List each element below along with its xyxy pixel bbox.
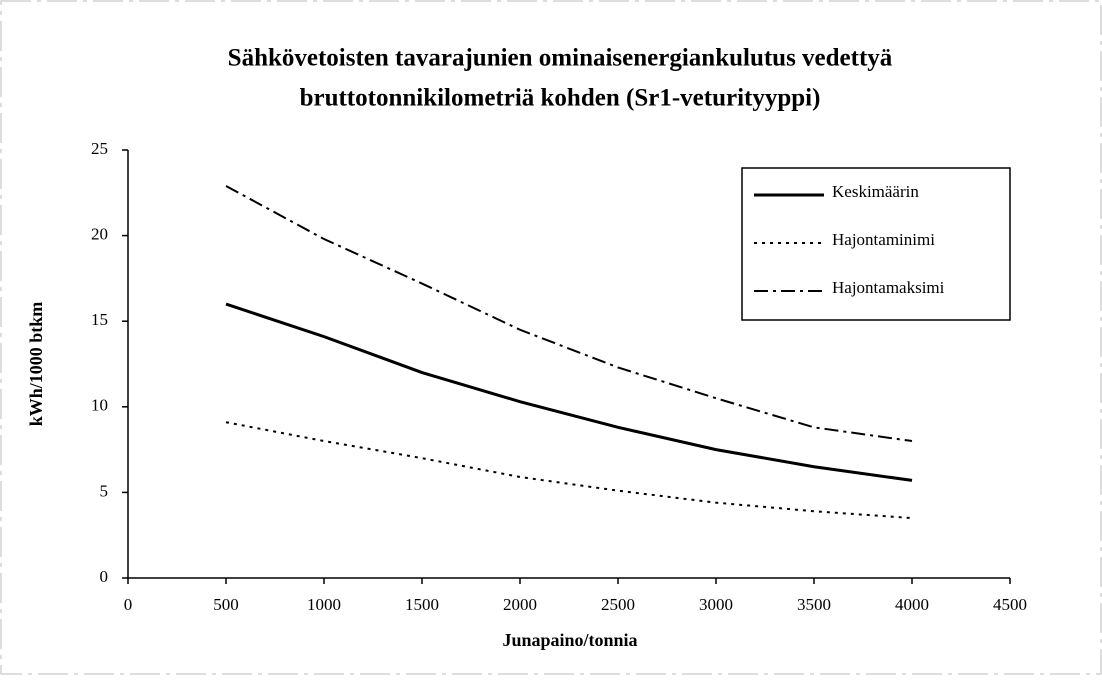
- x-tick-label: 2500: [601, 595, 635, 614]
- y-tick-label: 20: [91, 225, 108, 244]
- x-tick-label: 2000: [503, 595, 537, 614]
- x-tick-label: 1000: [307, 595, 341, 614]
- x-tick-label: 1500: [405, 595, 439, 614]
- x-tick-label: 3500: [797, 595, 831, 614]
- x-tick-label: 4000: [895, 595, 929, 614]
- x-tick-label: 500: [213, 595, 239, 614]
- y-tick-label: 10: [91, 396, 108, 415]
- y-tick-label: 0: [100, 567, 109, 586]
- line-series: [225, 185, 913, 443]
- x-axis-label: Junapaino/tonnia: [502, 630, 637, 650]
- y-tick-label: 15: [91, 310, 108, 329]
- x-tick-label: 3000: [699, 595, 733, 614]
- x-tick-label: 4500: [993, 595, 1027, 614]
- x-tick-label: 0: [124, 595, 133, 614]
- legend-label: Hajontamaksimi: [832, 278, 945, 297]
- line-series: [225, 421, 913, 520]
- y-axis-label: kWh/1000 btkm: [26, 302, 46, 427]
- legend-label: Hajontaminimi: [832, 230, 935, 249]
- chart-title: Sähkövetoisten tavarajunien ominaisenerg…: [228, 45, 893, 72]
- legend-label: Keskimäärin: [832, 182, 919, 201]
- y-tick-label: 5: [100, 481, 109, 500]
- line-series: [225, 302, 913, 482]
- y-tick-label: 25: [91, 139, 108, 158]
- chart-title: bruttotonnikilometriä kohden (Sr1-veturi…: [300, 85, 821, 112]
